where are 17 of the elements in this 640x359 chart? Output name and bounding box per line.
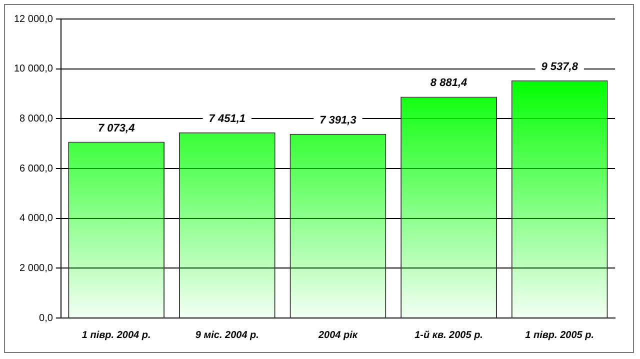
data-label: 9 537,8	[541, 60, 579, 73]
x-tick-label: 1 півр. 2005 р.	[525, 330, 594, 341]
x-tick-label: 9 міс. 2004 р.	[195, 330, 259, 341]
y-tick-label: 6 000,0	[20, 163, 54, 174]
data-label: 7 391,3	[320, 114, 356, 126]
x-tick-label: 1 півр. 2004 р.	[82, 330, 151, 341]
y-tick-label: 8 000,0	[20, 113, 54, 124]
x-tick-label: 2004 рік	[317, 330, 358, 341]
data-label: 7 451,1	[208, 112, 246, 125]
y-tick-label: 12 000,0	[14, 14, 54, 25]
y-tick-label: 2 000,0	[20, 262, 54, 274]
x-tick-label: 1-й кв. 2005 р.	[414, 330, 483, 341]
y-tick-label: 10 000,0	[14, 64, 54, 75]
y-tick-label: 0,0	[39, 312, 54, 324]
data-label: 8 881,4	[430, 77, 468, 90]
data-label: 7 073,4	[98, 122, 135, 134]
y-tick-label: 4 000,0	[20, 213, 54, 224]
